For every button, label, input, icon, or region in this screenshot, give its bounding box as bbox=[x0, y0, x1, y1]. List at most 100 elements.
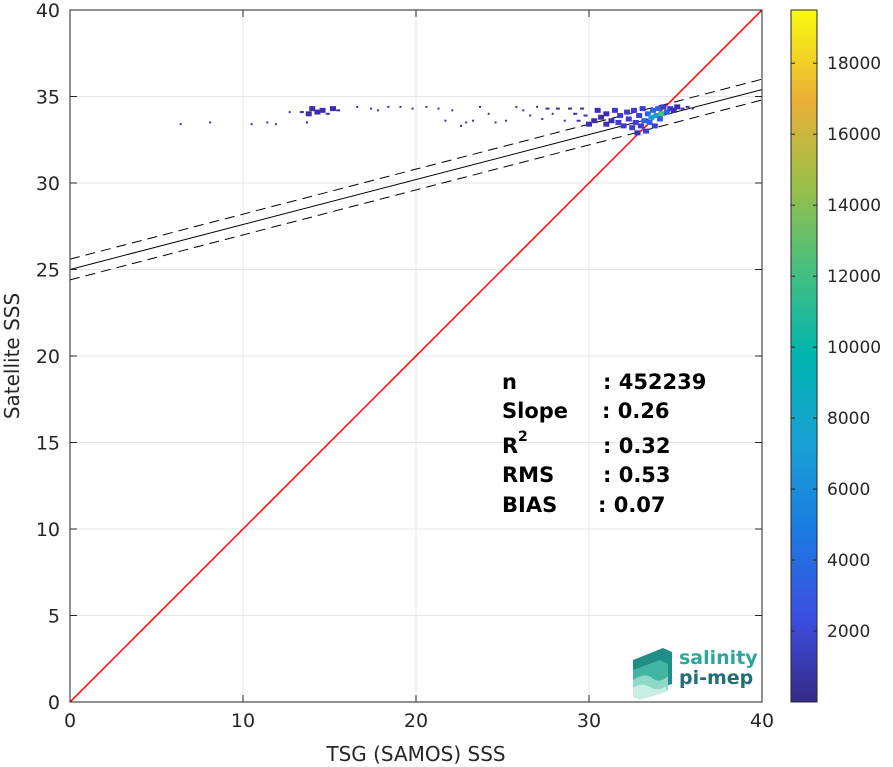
data-point bbox=[487, 112, 490, 115]
colorbar-tick-label: 10000 bbox=[827, 338, 881, 358]
colorbar-tick-label: 18000 bbox=[827, 54, 881, 74]
y-tick-label: 30 bbox=[36, 173, 60, 195]
data-point bbox=[594, 107, 601, 113]
x-tick-label: 30 bbox=[577, 710, 601, 732]
data-point bbox=[636, 113, 643, 119]
data-point bbox=[632, 119, 639, 125]
data-point bbox=[586, 121, 592, 127]
x-tick-label: 10 bbox=[231, 710, 255, 732]
colorbar-tick-label: 12000 bbox=[827, 267, 881, 287]
stat-value-r2: : 0.32 bbox=[603, 434, 671, 458]
stat-value-bias: : 0.07 bbox=[598, 493, 666, 517]
data-point bbox=[617, 113, 624, 119]
data-point bbox=[630, 107, 637, 113]
stat-value-n: : 452239 bbox=[603, 370, 706, 394]
data-point bbox=[504, 119, 507, 122]
data-point bbox=[611, 107, 618, 113]
stat-label-rms: RMS bbox=[502, 463, 554, 487]
data-point bbox=[370, 107, 373, 110]
data-point bbox=[629, 125, 636, 131]
colorbar-tick-label: 4000 bbox=[827, 551, 870, 571]
data-point bbox=[329, 106, 336, 112]
data-point bbox=[479, 105, 482, 108]
data-point bbox=[663, 109, 670, 115]
data-point bbox=[625, 116, 632, 122]
data-point bbox=[639, 106, 646, 112]
colorbar-tick-label: 6000 bbox=[827, 480, 870, 500]
y-tick-label: 20 bbox=[36, 346, 60, 368]
data-point bbox=[541, 117, 544, 120]
data-point bbox=[529, 114, 532, 117]
y-tick-label: 5 bbox=[48, 606, 60, 628]
data-point bbox=[451, 109, 454, 112]
y-axis-label: Satellite SSS bbox=[0, 293, 24, 419]
data-point bbox=[655, 106, 662, 112]
data-point bbox=[603, 111, 610, 117]
colorbar-gradient bbox=[790, 9, 818, 703]
y-tick-label: 40 bbox=[36, 0, 60, 22]
data-point bbox=[437, 107, 440, 110]
data-point bbox=[459, 124, 462, 127]
fit-upper-dashed-line bbox=[70, 78, 762, 260]
data-point bbox=[651, 123, 658, 129]
stat-label-r2: R bbox=[502, 434, 518, 458]
data-point bbox=[425, 105, 428, 108]
data-point bbox=[411, 107, 414, 110]
data-point bbox=[305, 111, 312, 117]
data-point bbox=[580, 107, 585, 110]
data-point bbox=[522, 109, 525, 112]
data-point bbox=[620, 123, 627, 129]
data-point bbox=[653, 113, 660, 119]
data-point bbox=[325, 112, 330, 115]
data-point bbox=[551, 112, 554, 115]
x-tick-label: 40 bbox=[750, 710, 774, 732]
data-point bbox=[399, 105, 402, 108]
x-tick-label: 20 bbox=[404, 710, 428, 732]
data-points bbox=[179, 104, 694, 136]
data-point bbox=[670, 107, 677, 113]
data-point bbox=[603, 121, 610, 127]
data-point bbox=[650, 107, 657, 113]
colorbar-tick-label: 2000 bbox=[827, 622, 870, 642]
data-point bbox=[376, 109, 379, 112]
data-point bbox=[576, 119, 581, 122]
data-point bbox=[309, 106, 316, 112]
data-point bbox=[515, 105, 518, 108]
y-tick-label: 10 bbox=[36, 519, 60, 541]
data-point bbox=[266, 121, 269, 124]
stat-value-rms: : 0.53 bbox=[603, 463, 671, 487]
colorbar-tick-label: 8000 bbox=[827, 409, 870, 429]
colorbar-ticks: 2000 4000 6000 8000 10000 12000 14000 16000 1800… bbox=[791, 54, 881, 642]
stat-label-bias: BIAS bbox=[502, 493, 557, 517]
data-point bbox=[288, 111, 291, 114]
colorbar-tick-label: 16000 bbox=[827, 125, 881, 145]
colorbar: 2000 4000 6000 8000 10000 12000 14000 16000 1800… bbox=[790, 9, 881, 703]
x-axis-label: TSG (SAMOS) SSS bbox=[325, 742, 505, 766]
wave-layers-icon bbox=[633, 648, 672, 700]
data-point bbox=[691, 107, 694, 110]
data-point bbox=[387, 105, 390, 108]
data-point bbox=[319, 107, 326, 113]
data-point bbox=[667, 106, 674, 112]
data-point bbox=[615, 119, 622, 125]
data-point bbox=[680, 107, 685, 110]
colorbar-tick-label: 14000 bbox=[827, 196, 881, 216]
data-point bbox=[179, 123, 182, 126]
stat-label-slope: Slope bbox=[502, 399, 568, 423]
data-point bbox=[637, 123, 644, 129]
data-point bbox=[634, 130, 641, 136]
data-point bbox=[356, 105, 359, 108]
data-point bbox=[472, 119, 475, 122]
data-point bbox=[598, 114, 605, 120]
data-point bbox=[299, 111, 304, 114]
data-point bbox=[674, 104, 681, 110]
data-point bbox=[656, 116, 663, 122]
logo-text-pi-mep: pi-mep bbox=[679, 667, 753, 689]
data-point bbox=[685, 105, 690, 108]
stats-box: n : 452239 Slope : 0.26 R 2 : 0.32 RMS :… bbox=[502, 370, 706, 517]
data-point bbox=[583, 114, 588, 117]
logo-text-salinity: salinity bbox=[679, 647, 758, 669]
data-point bbox=[641, 118, 648, 124]
data-point bbox=[643, 128, 650, 134]
